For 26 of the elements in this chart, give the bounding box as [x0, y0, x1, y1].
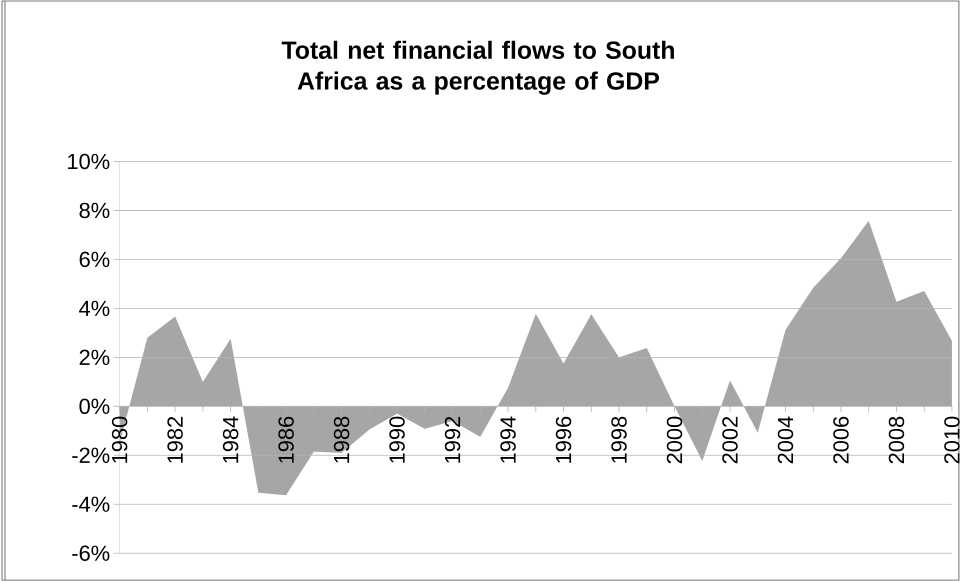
y-tick-label: 10% [68, 154, 110, 170]
y-tick-label: 2% [80, 350, 110, 365]
x-tick-label: 1986 [278, 416, 294, 463]
x-tick-label: 1988 [334, 416, 350, 463]
y-tick-label: -4% [72, 496, 110, 512]
x-tick-label: 1984 [222, 416, 238, 463]
y-tick-label: 6% [80, 252, 110, 268]
y-tick-label: 8% [80, 202, 110, 218]
x-tick-label: 2010 [944, 416, 960, 464]
x-tick-label: 1990 [389, 416, 405, 463]
y-tick-label: -6% [72, 545, 110, 561]
x-tick-label: 2008 [888, 416, 904, 464]
x-tick-label: 1992 [444, 416, 460, 463]
y-tick-label: 4% [79, 300, 110, 316]
x-tick-label: 1980 [112, 416, 128, 463]
x-tick-label: 1982 [167, 416, 183, 463]
chart-title: Total net financial flows to South Africa as a percentage of GDP [282, 40, 674, 95]
x-tick-label: 2006 [833, 416, 849, 464]
y-tick-label: -2% [72, 448, 110, 463]
x-tick-label: 2002 [722, 416, 738, 464]
x-tick-label: 1998 [611, 416, 627, 463]
x-tick-label: 1996 [556, 416, 572, 463]
y-tick-label: 0% [79, 398, 110, 414]
x-tick-label: 1994 [500, 416, 516, 463]
x-tick-label: 2000 [666, 416, 682, 464]
x-tick-label: 2004 [778, 416, 794, 464]
